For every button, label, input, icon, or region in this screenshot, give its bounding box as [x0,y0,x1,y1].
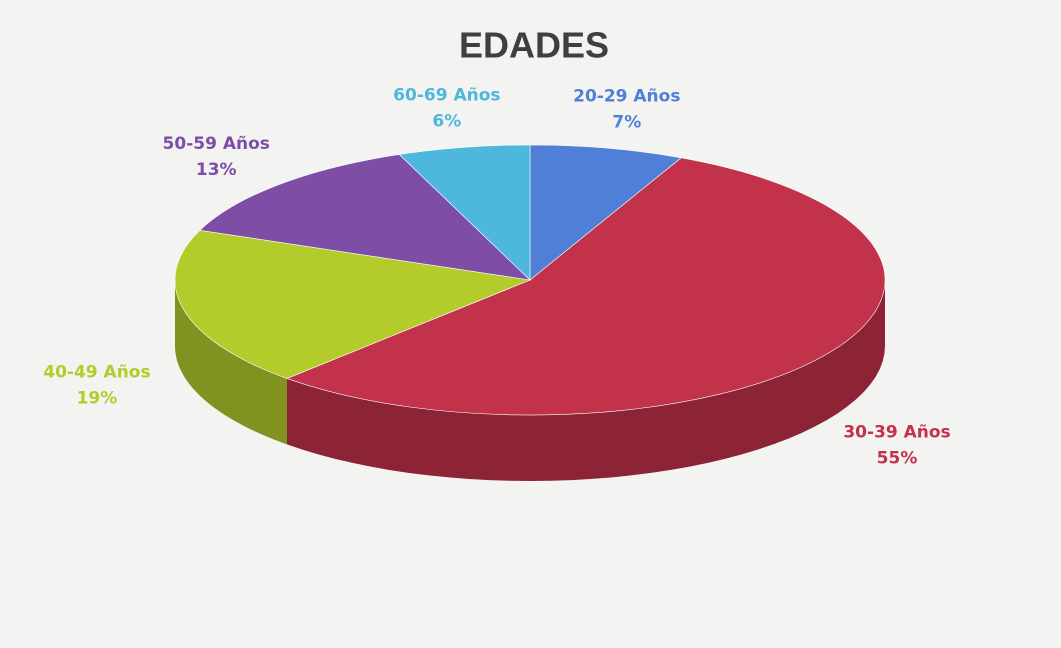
slice [199,154,531,281]
slice [174,229,532,379]
slice [286,157,886,416]
value-label: 13% [196,160,237,180]
slice-label: 50-59 Años [163,134,270,154]
slice-label: 40-49 Años [43,362,150,382]
slice-side [175,280,287,445]
slice [398,144,531,281]
chart-title: EDADES [459,25,609,66]
value-label: 55% [877,449,918,469]
slice-label: 30-39 Años [843,423,950,443]
slice-label: 60-69 Años [393,86,500,106]
value-label: 19% [77,388,118,408]
value-label: 7% [612,113,641,133]
slice-side [286,280,885,481]
slice [529,144,682,281]
slice-label: 20-29 Años [573,87,680,107]
value-label: 6% [432,112,461,132]
